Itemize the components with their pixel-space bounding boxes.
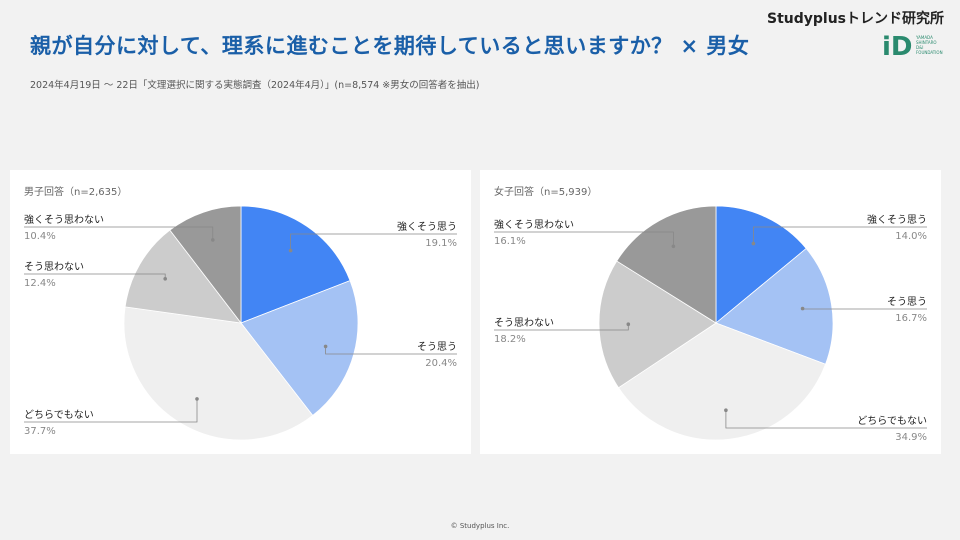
pie-slice-disagree — [598, 260, 717, 389]
logo-text-line: YAMADA — [915, 35, 933, 40]
leader-line — [290, 233, 457, 251]
leader-dot — [626, 322, 631, 326]
chart-title: 女子回答（n=5,939） — [494, 187, 598, 198]
leader-line — [494, 324, 629, 331]
copyright: © Studyplus Inc. — [450, 522, 510, 530]
slice-label: 強くそう思う — [397, 220, 457, 233]
boys-pie-chart: 強くそう思う 19.1% そう思う 20.4% どちらでもない 37.7% そう思わない 12… — [24, 205, 457, 441]
slice-label: どちらでもない — [857, 415, 927, 427]
leader-dot — [163, 277, 167, 281]
leader-line — [24, 398, 198, 423]
logo-text-line: FOUNDATION — [916, 50, 943, 55]
brand-name: Studyplusトレンド研究所 — [766, 11, 944, 27]
slice-label: そう思う — [417, 341, 457, 353]
slice-label: どちらでもない — [24, 409, 94, 421]
pie-slice-strongly-disagree — [169, 205, 242, 325]
leader-dot — [671, 244, 676, 249]
foundation-logo: iD YAMADA SHINTARO D&I FOUNDATION — [882, 32, 943, 58]
slice-value: 16.1% — [494, 236, 526, 247]
girls-pie-chart: 強くそう思う 14.0% そう思う 16.7% どちらでもない 34.9% そう思わない 18… — [494, 205, 927, 443]
leader-dot — [724, 408, 728, 412]
leader-dot — [195, 397, 199, 401]
pie-slice-disagree — [124, 229, 242, 324]
slice-value: 37.7% — [24, 426, 56, 437]
leader-dot — [800, 306, 805, 311]
leader-line — [325, 346, 457, 355]
pie-slice-agree — [715, 247, 834, 365]
pie-slice-neutral — [617, 322, 827, 441]
slice-label: そう思わない — [24, 261, 84, 273]
pie-slice-strongly-disagree — [616, 205, 717, 324]
slice-value: 10.4% — [24, 231, 56, 242]
page-title: 親が自分に対して、理系に進むことを期待していると思いますか？ × 男女 — [30, 34, 750, 58]
leader-line — [494, 231, 674, 247]
slice-value: 34.9% — [895, 432, 927, 443]
slice-label: そう思わない — [494, 317, 554, 329]
pie-slice-strongly-agree — [715, 205, 807, 324]
slice-value: 19.1% — [425, 238, 457, 249]
logo-letters: iD — [882, 32, 913, 58]
leader-line — [725, 410, 927, 429]
leader-line — [24, 226, 214, 240]
slice-value: 14.0% — [895, 231, 927, 242]
logo-text-line: D&I — [916, 45, 923, 50]
slice-label: 強くそう思う — [867, 213, 927, 226]
girls-chart-panel: 女子回答（n=5,939） 強くそう思う 14.0% そう思う 16.7% どちらでもな… — [480, 170, 941, 454]
leader-line — [752, 226, 927, 244]
slice-label: 強くそう思わない — [494, 218, 574, 231]
slice-value: 12.4% — [24, 278, 56, 289]
leader-dot — [211, 238, 215, 242]
pie-slice-neutral — [123, 306, 314, 441]
slice-value: 20.4% — [425, 358, 457, 369]
boys-chart-panel: 男子回答（n=2,635） 強くそう思う 19.1% そう思う 20.4% どちらでもな… — [10, 170, 471, 454]
pie-slice-strongly-agree — [240, 205, 351, 324]
slice-label: 強くそう思わない — [24, 213, 104, 226]
slice-value: 16.7% — [895, 313, 927, 324]
slice-label: そう思う — [887, 296, 927, 308]
leader-dot — [751, 241, 756, 246]
leader-dot — [288, 248, 293, 253]
slice-value: 18.2% — [494, 334, 526, 345]
logo-text-line: SHINTARO — [916, 40, 937, 45]
leader-dot — [323, 344, 328, 349]
survey-note: 2024年4月19日 〜 22日「文理選択に関する実態調査（2024年4月）」(… — [30, 80, 480, 91]
chart-title: 男子回答（n=2,635） — [24, 187, 128, 198]
